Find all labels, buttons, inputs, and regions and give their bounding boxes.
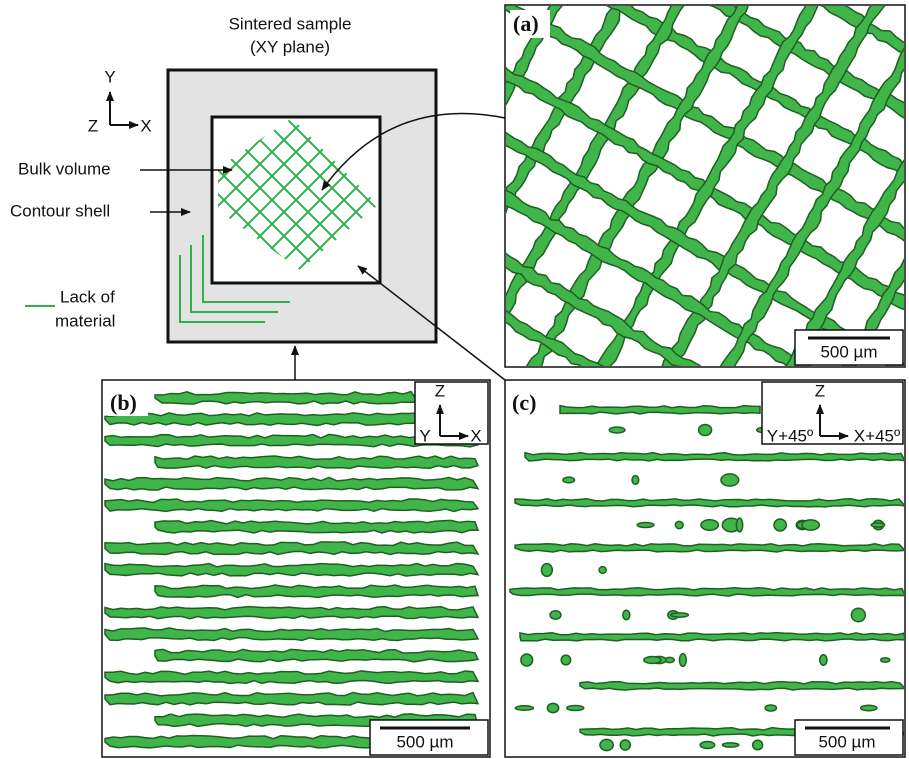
defect (561, 655, 570, 665)
defect (563, 477, 575, 483)
schematic-title: Sintered sample (229, 14, 352, 33)
defect (105, 564, 478, 576)
defect (105, 607, 478, 619)
axis-label: Y+45º (767, 426, 813, 445)
axis-label: Y (104, 67, 115, 86)
scale-text: 500 µm (818, 732, 875, 751)
defect (609, 427, 625, 433)
defect (515, 544, 905, 552)
axes-box: Z Y+45º X+45º (762, 381, 903, 445)
defect (637, 523, 654, 528)
defect (105, 693, 478, 705)
panel-label: (b) (110, 390, 137, 415)
defect (671, 613, 689, 617)
defect (600, 739, 613, 750)
defect (105, 477, 478, 490)
defect (541, 564, 552, 577)
defect (620, 740, 630, 750)
defect (736, 518, 742, 532)
defect (521, 654, 533, 666)
defect (851, 608, 865, 621)
figure: Sintered sample (XY plane) Y Z X Bulk vo… (0, 0, 909, 759)
axis-label: Z (88, 116, 98, 135)
scale-text: 500 µm (396, 732, 453, 751)
legend-text: material (55, 311, 115, 330)
defect (871, 523, 884, 527)
defect (881, 658, 890, 662)
defect (454, 39, 909, 337)
panel-label: (c) (512, 390, 536, 415)
defect (599, 567, 606, 574)
defect (721, 474, 739, 486)
defect (515, 706, 533, 710)
legend-text: Lack of (60, 287, 115, 306)
axis-label: X (140, 116, 151, 135)
defect (155, 520, 478, 533)
defect (722, 743, 738, 747)
defect (550, 611, 561, 619)
scale-bar: 500 µm (795, 330, 903, 365)
axis-label: Z (815, 381, 825, 400)
defect (520, 633, 905, 641)
defect (699, 424, 712, 435)
panel-label: (a) (513, 11, 539, 36)
axis-label: Z (435, 381, 445, 400)
defect (765, 705, 776, 711)
defect (105, 542, 478, 555)
defect (155, 392, 418, 404)
defect (580, 682, 905, 690)
defect (105, 628, 478, 641)
axes-box: Z Y X (415, 381, 488, 445)
defect (510, 588, 905, 596)
defect (560, 406, 760, 414)
defect (774, 519, 786, 531)
defect (547, 703, 558, 712)
ct-image (510, 406, 905, 751)
defect (155, 456, 478, 468)
defect (861, 705, 877, 710)
axis-label: Y (419, 426, 430, 445)
schematic-subtitle: (XY plane) (250, 37, 330, 56)
contour-label: Contour shell (10, 201, 110, 220)
axes-symbol (110, 92, 138, 125)
axis-label: X+45º (854, 426, 900, 445)
defect (623, 610, 630, 619)
defect (567, 706, 584, 711)
defect (753, 740, 763, 749)
scale-text: 500 µm (820, 342, 877, 361)
axis-label: X (470, 426, 481, 445)
defect (105, 499, 478, 512)
defect (525, 453, 905, 461)
defect (155, 649, 478, 661)
defect (155, 585, 478, 597)
defect (820, 655, 827, 665)
defect (679, 654, 686, 667)
defect (700, 741, 715, 748)
scale-bar: 500 µm (795, 720, 903, 755)
defect (105, 671, 478, 684)
bulk-label: Bulk volume (18, 159, 111, 178)
defect (802, 520, 819, 530)
defect (515, 499, 905, 507)
defect (632, 476, 639, 485)
defect (701, 520, 718, 531)
defect (644, 657, 661, 664)
defect (675, 521, 683, 528)
scale-bar: 500 µm (370, 720, 488, 755)
